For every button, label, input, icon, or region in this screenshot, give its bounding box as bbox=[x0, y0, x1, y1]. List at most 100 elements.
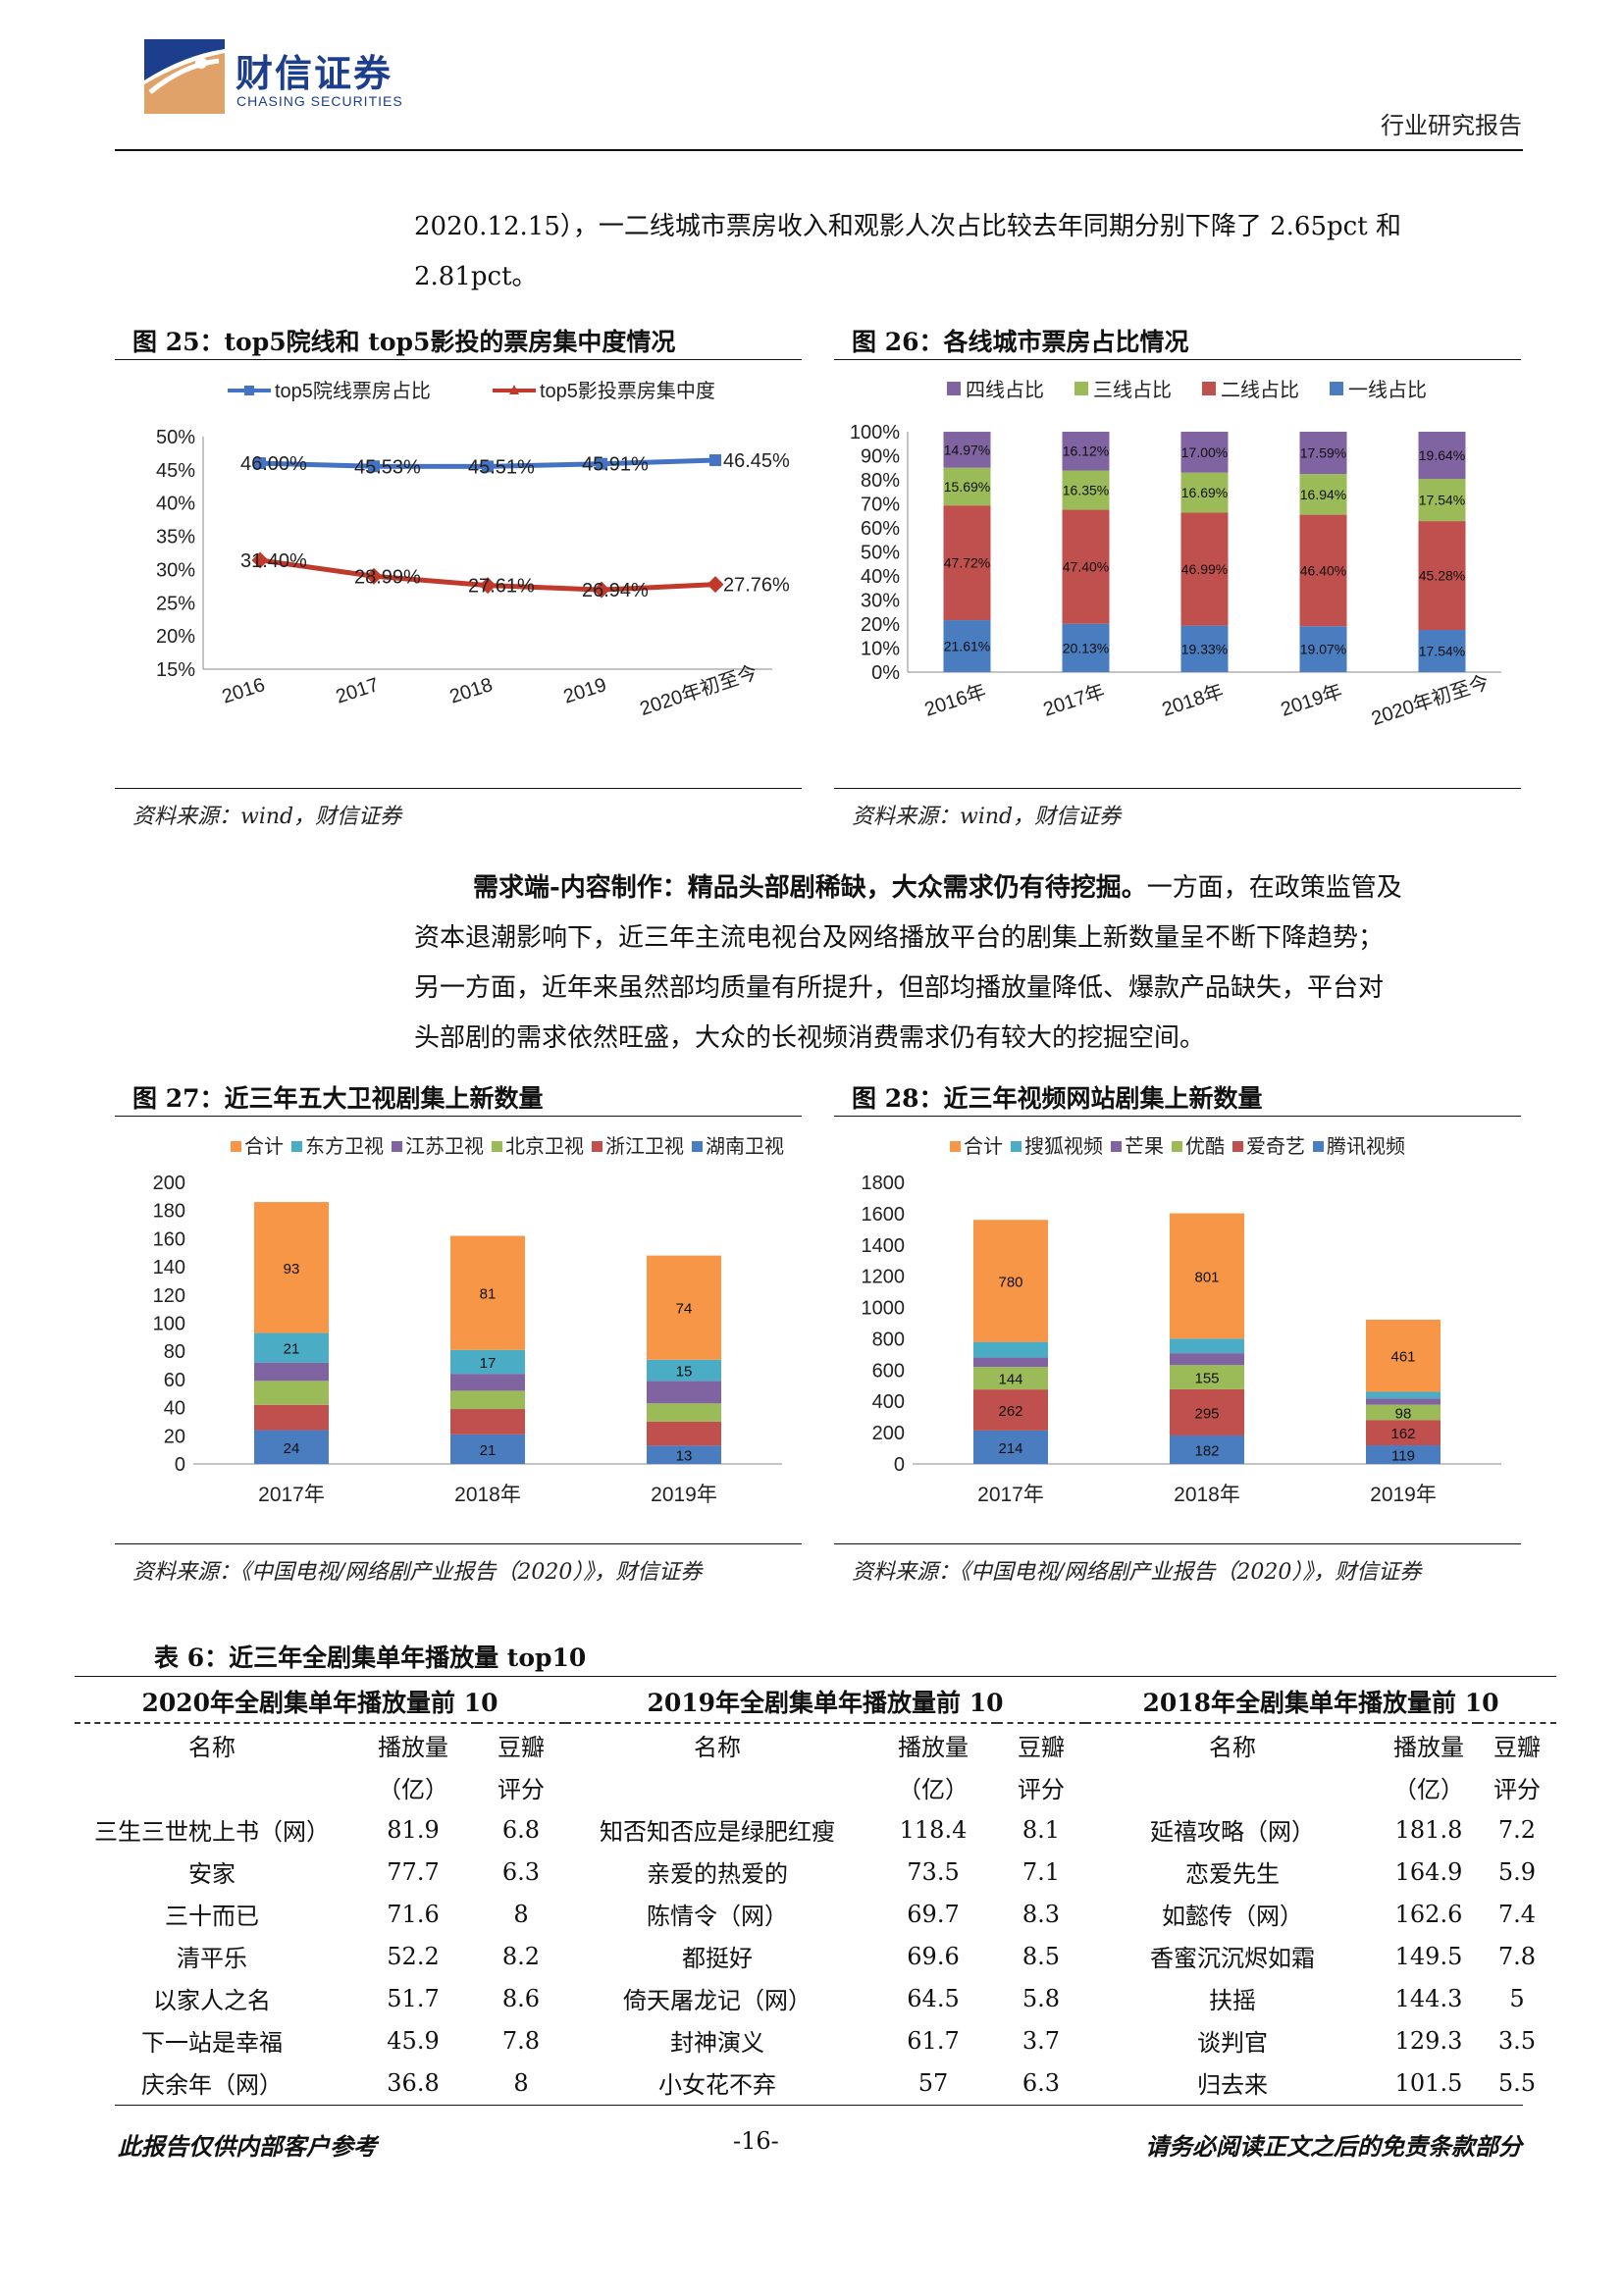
table6-group-2019: 2019年全剧集单年播放量前 10 bbox=[647, 1688, 1004, 1717]
legend-label: 江苏卫视 bbox=[405, 1135, 484, 1158]
company-name-cn: 财信证券 bbox=[236, 52, 393, 95]
y-tick-label: 1400 bbox=[862, 1235, 906, 1257]
table-row: 庆余年（网） 36.8 8 小女花不弃 57 6.3 归去来 101.5 5.5 bbox=[75, 2061, 1556, 2104]
legend-swatch bbox=[392, 1141, 402, 1152]
y-tick-label: 40% bbox=[156, 494, 195, 515]
fig27-title: 图 27：近三年五大卫视剧集上新数量 bbox=[132, 1084, 544, 1113]
col-score-unit: 评分 bbox=[1018, 1776, 1065, 1803]
bar-segment bbox=[254, 1362, 329, 1382]
legend-label: 芒果 bbox=[1125, 1135, 1164, 1158]
table-cell: 129.3 bbox=[1394, 2026, 1463, 2055]
bar-segment bbox=[1418, 479, 1466, 522]
data-label: 214 bbox=[998, 1440, 1022, 1457]
y-tick-label: 40 bbox=[164, 1398, 185, 1420]
fig27-bottom-rule bbox=[115, 1543, 802, 1544]
table-cell: 下一站是幸福 bbox=[141, 2029, 283, 2057]
table-row: 清平乐 52.2 8.2 都挺好 69.6 8.5 香蜜沉沉烬如霜 149.5 7.8 bbox=[75, 1935, 1556, 1977]
legend-label: 三线占比 bbox=[1093, 379, 1172, 401]
col-play: 播放量 bbox=[1393, 1734, 1464, 1761]
data-point bbox=[482, 460, 494, 473]
legend-swatch bbox=[1172, 1141, 1182, 1152]
legend-swatch bbox=[1232, 1141, 1243, 1152]
bar-segment bbox=[254, 1202, 329, 1333]
x-tick-label: 2017 bbox=[334, 674, 382, 708]
bar-segment bbox=[1180, 512, 1229, 626]
bar-segment bbox=[450, 1374, 525, 1391]
demand-text-start: 一方面，在政策监管及 bbox=[1146, 873, 1402, 903]
table-cell: 8.2 bbox=[501, 1942, 541, 1970]
legend-swatch bbox=[492, 1141, 502, 1152]
x-tick-label: 2016 bbox=[220, 674, 268, 708]
bar-segment bbox=[254, 1404, 329, 1431]
table-cell: 144.3 bbox=[1394, 1984, 1463, 2012]
fig28-bottom-rule bbox=[834, 1543, 1521, 1544]
bar-segment bbox=[450, 1409, 525, 1435]
legend-label: 浙江卫视 bbox=[605, 1135, 684, 1158]
legend-swatch bbox=[950, 1141, 961, 1152]
legend-label: 二线占比 bbox=[1221, 379, 1299, 401]
x-tick-label: 2017年 bbox=[1040, 680, 1107, 721]
bar-segment bbox=[1170, 1435, 1244, 1464]
fig25-line-chart: 50% 45% 40% 35% 30% 25% 20% 15% 2016 2017 2018 2019… bbox=[156, 380, 790, 720]
x-tick-label: 2019年 bbox=[1278, 680, 1344, 721]
legend-swatch bbox=[231, 1141, 241, 1152]
table-cell: 8.1 bbox=[1022, 1815, 1061, 1844]
y-tick-label: 800 bbox=[872, 1329, 905, 1350]
bar-segment bbox=[1366, 1445, 1441, 1464]
bar-segment bbox=[1299, 626, 1347, 672]
data-label: 47.72% bbox=[944, 555, 990, 571]
y-tick-label: 100% bbox=[850, 422, 900, 444]
y-tick-label: 1200 bbox=[862, 1267, 906, 1288]
header-rule bbox=[115, 149, 1523, 151]
x-tick-label: 2018年 bbox=[1174, 1484, 1240, 1506]
table-cell: 149.5 bbox=[1394, 1942, 1463, 1970]
y-tick-label: 0% bbox=[871, 662, 900, 684]
table-cell: 162.6 bbox=[1394, 1900, 1463, 1928]
y-tick-label: 10% bbox=[861, 639, 900, 660]
data-label: 45.51% bbox=[468, 456, 535, 478]
company-name-en: CHASING SECURITIES bbox=[236, 93, 403, 109]
table-cell: 73.5 bbox=[907, 1857, 960, 1886]
y-tick-label: 400 bbox=[872, 1391, 905, 1413]
data-point bbox=[254, 457, 266, 470]
data-label: 16.94% bbox=[1300, 487, 1346, 502]
fig25-top-rule bbox=[115, 359, 802, 360]
data-label: 46.99% bbox=[1181, 561, 1228, 577]
bar-segment bbox=[1299, 514, 1347, 627]
fig27-source: 资料来源：《中国电视/网络剧产业报告（2020）》，财信证券 bbox=[132, 1560, 703, 1585]
data-point bbox=[368, 460, 380, 473]
y-tick-label: 180 bbox=[153, 1201, 185, 1223]
table-cell: 7.1 bbox=[1022, 1857, 1061, 1886]
legend-label: 合计 bbox=[964, 1135, 1003, 1158]
data-label: 31.40% bbox=[240, 550, 307, 572]
legend-label: 搜狐视频 bbox=[1024, 1135, 1103, 1158]
footer-disclaimer-left: 此报告仅供内部客户参考 bbox=[118, 2132, 377, 2161]
legend-marker bbox=[509, 385, 519, 394]
table-cell: 3.5 bbox=[1497, 2026, 1537, 2055]
y-tick-label: 80 bbox=[164, 1341, 185, 1363]
bar-segment bbox=[254, 1381, 329, 1405]
y-tick-label: 1600 bbox=[862, 1204, 906, 1226]
table6-column-header-row-1: 名称 播放量 豆瓣 名称 播放量 豆瓣 名称 播放量 豆瓣 bbox=[75, 1723, 1556, 1766]
bar-segment bbox=[1418, 432, 1466, 480]
bar-segment bbox=[1062, 509, 1110, 624]
bar-segment bbox=[1366, 1398, 1441, 1405]
y-tick-label: 0 bbox=[175, 1454, 185, 1476]
col-name: 名称 bbox=[188, 1734, 236, 1761]
table-row: 以家人之名 51.7 8.6 倚天屠龙记（网） 64.5 5.8 扶摇 144.3 5 bbox=[75, 1977, 1556, 2019]
table-cell: 69.7 bbox=[907, 1900, 960, 1928]
legend-swatch bbox=[1313, 1141, 1324, 1152]
bar-segment bbox=[943, 505, 991, 621]
bar-segment bbox=[943, 432, 991, 468]
table-cell: 61.7 bbox=[907, 2026, 960, 2055]
fig28-stacked-bar-chart: 1800 1600 1400 1200 1000 800 600 400 200 0 合计 搜狐视频芒… bbox=[862, 1135, 1501, 1506]
table6-top-rule bbox=[75, 1676, 1556, 1677]
table-cell: 57 bbox=[917, 2068, 949, 2097]
table-cell: 8 bbox=[513, 1900, 529, 1928]
table-cell: 封神演义 bbox=[670, 2029, 764, 2057]
data-label: 17.59% bbox=[1300, 445, 1346, 461]
table-cell: 181.8 bbox=[1394, 1815, 1463, 1844]
data-label: 45.28% bbox=[1419, 568, 1465, 584]
bar-segment bbox=[973, 1341, 1048, 1358]
